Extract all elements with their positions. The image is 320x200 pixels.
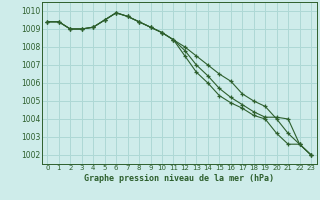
X-axis label: Graphe pression niveau de la mer (hPa): Graphe pression niveau de la mer (hPa) (84, 174, 274, 183)
